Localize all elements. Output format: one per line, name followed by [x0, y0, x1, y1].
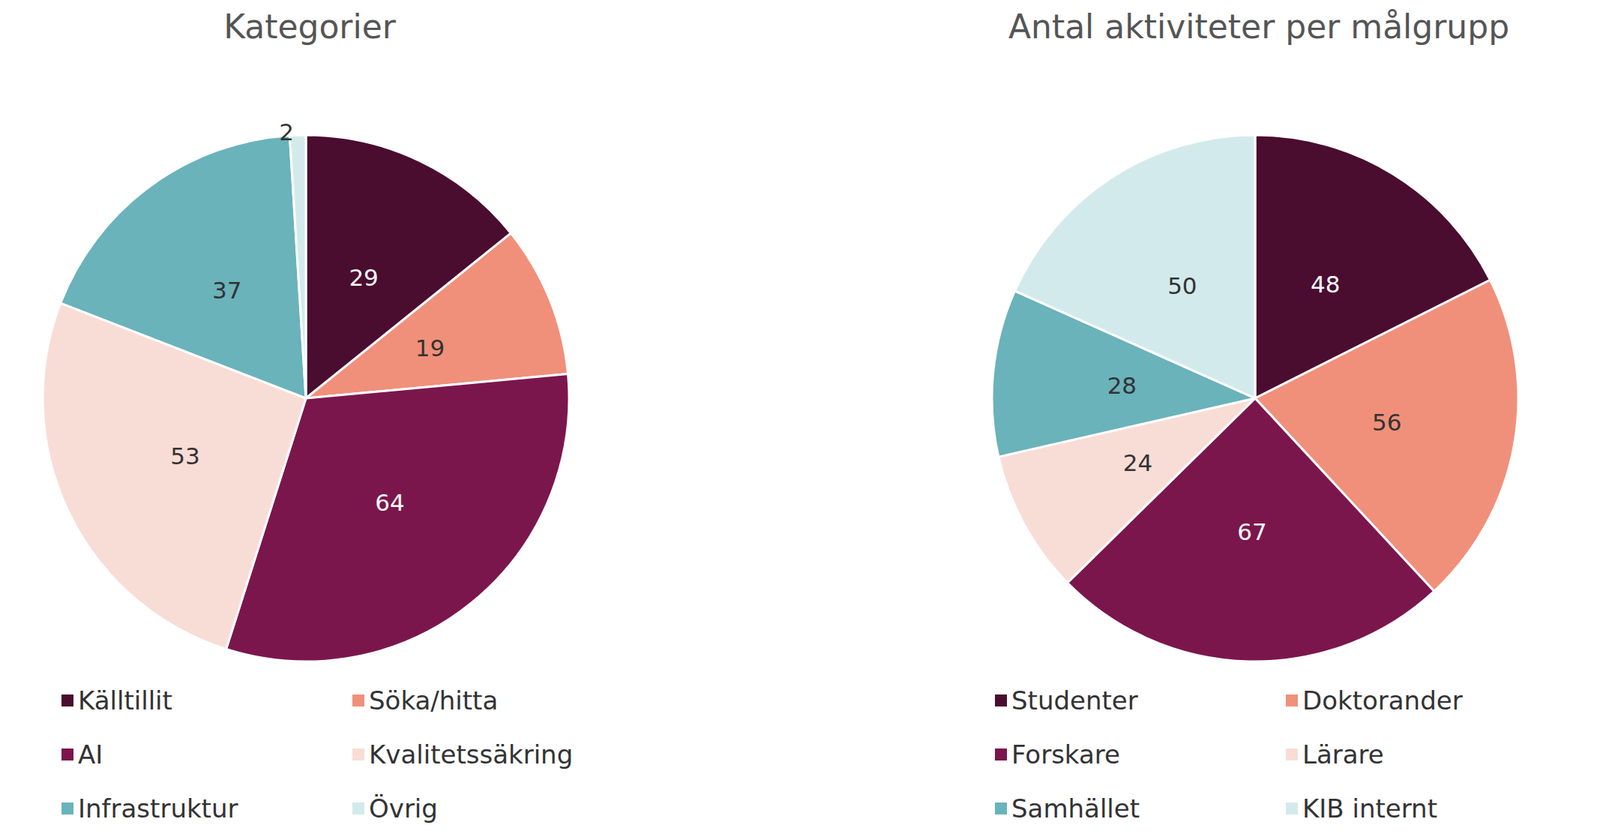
svg-text:Forskare: Forskare [1011, 739, 1121, 770]
svg-text:Kvalitetssäkring: Kvalitetssäkring [368, 739, 573, 770]
svg-text:Söka/hitta: Söka/hitta [368, 685, 498, 716]
svg-text:2: 2 [278, 118, 294, 146]
svg-text:Antal aktiviteter per målgrupp: Antal aktiviteter per målgrupp [1008, 7, 1510, 46]
svg-text:Kategorier: Kategorier [223, 7, 397, 46]
svg-text:Lärare: Lärare [1302, 739, 1385, 770]
svg-text:Källtillit: Källtillit [77, 685, 173, 716]
svg-text:Studenter: Studenter [1011, 685, 1139, 716]
svg-text:Doktorander: Doktorander [1302, 685, 1463, 716]
svg-text:Samhället: Samhället [1011, 793, 1140, 824]
svg-text:53: 53 [170, 442, 200, 470]
svg-text:28: 28 [1107, 371, 1137, 399]
svg-text:KIB internt: KIB internt [1302, 793, 1438, 824]
svg-text:37: 37 [212, 276, 242, 304]
svg-text:64: 64 [374, 488, 405, 516]
svg-text:56: 56 [1372, 408, 1402, 436]
svg-text:50: 50 [1167, 272, 1197, 300]
svg-text:Infrastruktur: Infrastruktur [77, 793, 239, 824]
svg-text:AI: AI [77, 739, 103, 770]
svg-text:67: 67 [1237, 518, 1267, 546]
svg-text:48: 48 [1310, 270, 1340, 298]
svg-text:24: 24 [1123, 449, 1153, 477]
svg-text:Övrig: Övrig [368, 793, 438, 824]
svg-text:19: 19 [415, 334, 445, 362]
svg-text:29: 29 [348, 263, 378, 291]
